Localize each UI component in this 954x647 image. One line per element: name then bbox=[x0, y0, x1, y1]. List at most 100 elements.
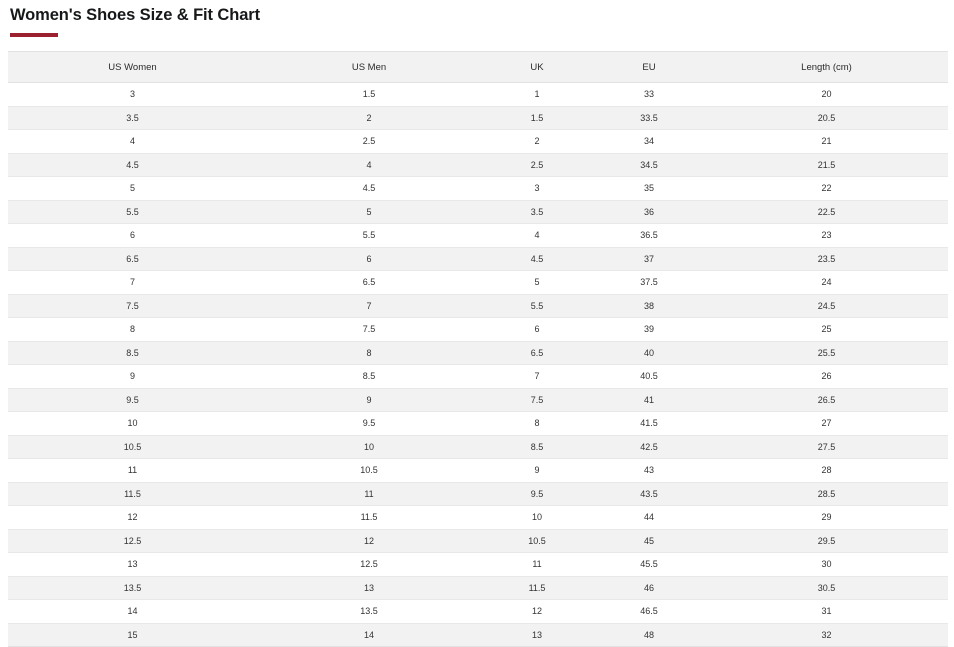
cell-eu: 34 bbox=[593, 129, 705, 154]
title-accent-rule bbox=[10, 33, 58, 37]
table-row: 12.5 12 10.5 45 29.5 bbox=[8, 529, 948, 553]
cell-length-cm: 32 bbox=[705, 623, 948, 647]
cell-us-women: 11 bbox=[8, 458, 257, 483]
cell-uk: 8 bbox=[481, 411, 593, 436]
cell-us-women: 8.5 bbox=[8, 341, 257, 365]
cell-length-cm: 28 bbox=[705, 458, 948, 483]
table-row: 7 6.5 5 37.5 24 bbox=[8, 270, 948, 295]
cell-us-women: 6.5 bbox=[8, 247, 257, 271]
table-row: 11.5 11 9.5 43.5 28.5 bbox=[8, 482, 948, 506]
cell-us-women: 3.5 bbox=[8, 106, 257, 130]
cell-us-women: 7.5 bbox=[8, 294, 257, 318]
table-row: 10 9.5 8 41.5 27 bbox=[8, 411, 948, 436]
cell-length-cm: 27 bbox=[705, 411, 948, 436]
cell-length-cm: 29 bbox=[705, 505, 948, 530]
cell-length-cm: 28.5 bbox=[705, 482, 948, 506]
cell-us-men: 8.5 bbox=[257, 364, 481, 389]
size-chart-page: Women's Shoes Size & Fit Chart US Women … bbox=[8, 6, 948, 647]
table-header-row: US Women US Men UK EU Length (cm) bbox=[8, 51, 948, 83]
cell-us-men: 6 bbox=[257, 247, 481, 271]
cell-us-men: 2 bbox=[257, 106, 481, 130]
cell-eu: 42.5 bbox=[593, 435, 705, 459]
table-row: 9 8.5 7 40.5 26 bbox=[8, 364, 948, 389]
cell-eu: 33.5 bbox=[593, 106, 705, 130]
cell-us-women: 12.5 bbox=[8, 529, 257, 553]
cell-us-men: 13 bbox=[257, 576, 481, 600]
cell-us-men: 7 bbox=[257, 294, 481, 318]
column-header-uk: UK bbox=[481, 51, 593, 83]
cell-us-women: 9 bbox=[8, 364, 257, 389]
cell-eu: 48 bbox=[593, 623, 705, 647]
table-header: US Women US Men UK EU Length (cm) bbox=[8, 51, 948, 83]
cell-uk: 4 bbox=[481, 223, 593, 248]
cell-eu: 33 bbox=[593, 82, 705, 107]
cell-us-women: 14 bbox=[8, 599, 257, 624]
cell-us-women: 6 bbox=[8, 223, 257, 248]
cell-length-cm: 31 bbox=[705, 599, 948, 624]
cell-eu: 43.5 bbox=[593, 482, 705, 506]
cell-us-women: 13 bbox=[8, 552, 257, 577]
table-row: 6.5 6 4.5 37 23.5 bbox=[8, 247, 948, 271]
cell-us-men: 11.5 bbox=[257, 505, 481, 530]
cell-us-men: 11 bbox=[257, 482, 481, 506]
table-row: 3 1.5 1 33 20 bbox=[8, 82, 948, 107]
cell-us-men: 1.5 bbox=[257, 82, 481, 107]
cell-length-cm: 30.5 bbox=[705, 576, 948, 600]
cell-us-women: 5.5 bbox=[8, 200, 257, 224]
cell-length-cm: 27.5 bbox=[705, 435, 948, 459]
cell-us-men: 7.5 bbox=[257, 317, 481, 342]
cell-uk: 1.5 bbox=[481, 106, 593, 130]
cell-us-men: 8 bbox=[257, 341, 481, 365]
cell-length-cm: 20 bbox=[705, 82, 948, 107]
cell-uk: 11.5 bbox=[481, 576, 593, 600]
cell-uk: 5.5 bbox=[481, 294, 593, 318]
cell-eu: 41 bbox=[593, 388, 705, 412]
cell-eu: 46.5 bbox=[593, 599, 705, 624]
cell-length-cm: 22.5 bbox=[705, 200, 948, 224]
table-row: 3.5 2 1.5 33.5 20.5 bbox=[8, 106, 948, 130]
cell-eu: 39 bbox=[593, 317, 705, 342]
cell-uk: 8.5 bbox=[481, 435, 593, 459]
cell-us-men: 14 bbox=[257, 623, 481, 647]
cell-us-women: 15 bbox=[8, 623, 257, 647]
table-body: 3 1.5 1 33 20 3.5 2 1.5 33.5 20.5 4 2.5 2 34 21 4.5 4 2.5… bbox=[8, 82, 948, 647]
cell-length-cm: 29.5 bbox=[705, 529, 948, 553]
cell-us-women: 4.5 bbox=[8, 153, 257, 177]
table-row: 4.5 4 2.5 34.5 21.5 bbox=[8, 153, 948, 177]
column-header-us-men: US Men bbox=[257, 51, 481, 83]
cell-eu: 41.5 bbox=[593, 411, 705, 436]
cell-eu: 36 bbox=[593, 200, 705, 224]
cell-eu: 45 bbox=[593, 529, 705, 553]
cell-eu: 40 bbox=[593, 341, 705, 365]
table-row: 13.5 13 11.5 46 30.5 bbox=[8, 576, 948, 600]
table-row: 12 11.5 10 44 29 bbox=[8, 505, 948, 530]
cell-uk: 7.5 bbox=[481, 388, 593, 412]
cell-us-women: 13.5 bbox=[8, 576, 257, 600]
cell-length-cm: 26.5 bbox=[705, 388, 948, 412]
table-row: 7.5 7 5.5 38 24.5 bbox=[8, 294, 948, 318]
cell-us-men: 6.5 bbox=[257, 270, 481, 295]
cell-eu: 45.5 bbox=[593, 552, 705, 577]
cell-length-cm: 26 bbox=[705, 364, 948, 389]
cell-eu: 43 bbox=[593, 458, 705, 483]
cell-length-cm: 23.5 bbox=[705, 247, 948, 271]
table-row: 13 12.5 11 45.5 30 bbox=[8, 552, 948, 577]
table-row: 9.5 9 7.5 41 26.5 bbox=[8, 388, 948, 412]
cell-us-women: 4 bbox=[8, 129, 257, 154]
cell-length-cm: 25.5 bbox=[705, 341, 948, 365]
cell-uk: 9.5 bbox=[481, 482, 593, 506]
cell-us-men: 12.5 bbox=[257, 552, 481, 577]
cell-us-men: 5.5 bbox=[257, 223, 481, 248]
cell-us-men: 4 bbox=[257, 153, 481, 177]
table-row: 14 13.5 12 46.5 31 bbox=[8, 599, 948, 624]
cell-uk: 6.5 bbox=[481, 341, 593, 365]
cell-length-cm: 22 bbox=[705, 176, 948, 201]
cell-eu: 34.5 bbox=[593, 153, 705, 177]
cell-uk: 9 bbox=[481, 458, 593, 483]
cell-eu: 40.5 bbox=[593, 364, 705, 389]
cell-length-cm: 25 bbox=[705, 317, 948, 342]
cell-us-women: 10.5 bbox=[8, 435, 257, 459]
cell-length-cm: 21.5 bbox=[705, 153, 948, 177]
table-row: 10.5 10 8.5 42.5 27.5 bbox=[8, 435, 948, 459]
table-row: 5 4.5 3 35 22 bbox=[8, 176, 948, 201]
